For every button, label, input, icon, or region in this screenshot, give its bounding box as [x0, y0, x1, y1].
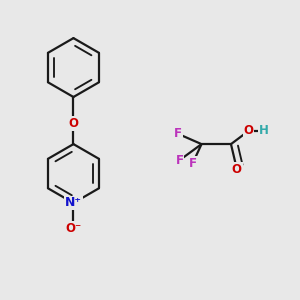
Text: F: F	[176, 154, 183, 167]
Text: H: H	[259, 124, 269, 137]
Text: F: F	[174, 127, 182, 140]
Text: O: O	[68, 117, 78, 130]
Text: N⁺: N⁺	[65, 196, 82, 209]
Text: O: O	[232, 163, 242, 176]
Text: F: F	[189, 157, 197, 170]
Text: O: O	[244, 124, 254, 137]
Text: O⁻: O⁻	[65, 221, 82, 235]
